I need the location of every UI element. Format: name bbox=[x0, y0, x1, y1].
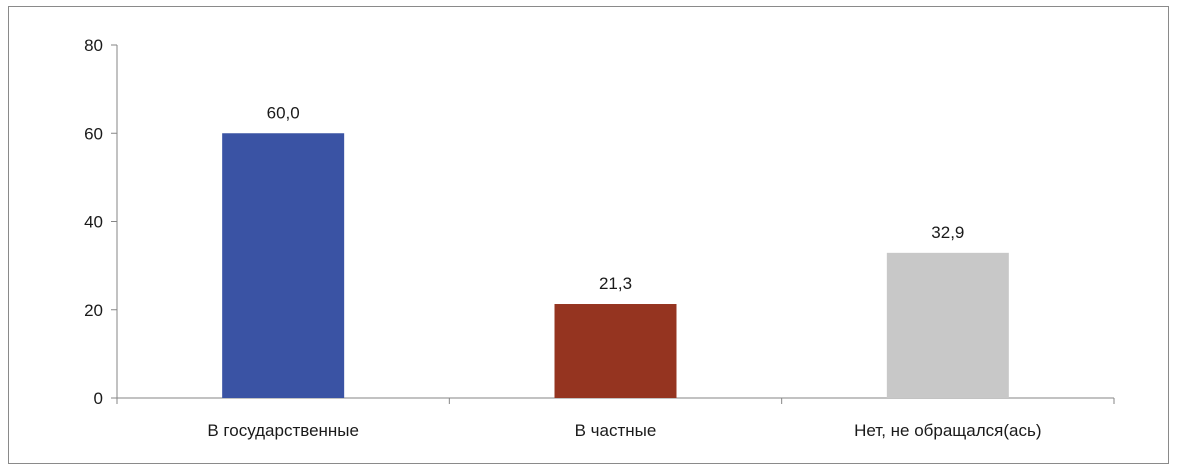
data-label: 32,9 bbox=[931, 223, 964, 242]
category-label: В государственные bbox=[207, 421, 359, 440]
bar bbox=[222, 133, 345, 398]
y-tick-label: 40 bbox=[84, 213, 103, 232]
bar bbox=[554, 304, 677, 398]
y-tick-label: 0 bbox=[94, 389, 103, 408]
data-label: 60,0 bbox=[267, 103, 300, 122]
y-tick-label: 80 bbox=[84, 36, 103, 55]
chart-bars bbox=[222, 133, 1009, 398]
y-tick-label: 60 bbox=[84, 124, 103, 143]
data-label: 21,3 bbox=[599, 274, 632, 293]
y-tick-label: 20 bbox=[84, 301, 103, 320]
bar bbox=[886, 252, 1009, 398]
category-label: Нет, не обращался(ась) bbox=[854, 421, 1041, 440]
category-label: В частные bbox=[575, 421, 657, 440]
chart-labels: 60,0 В государственные 21,3 В частные 32,9 Не… bbox=[207, 103, 1041, 440]
